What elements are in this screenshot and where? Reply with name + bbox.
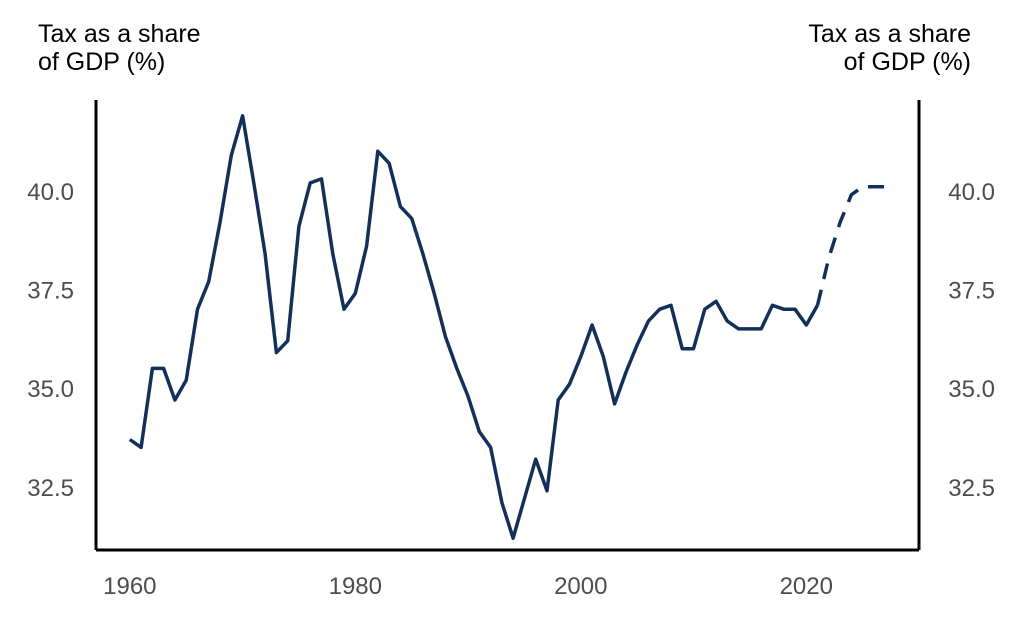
y-tick-label-left: 40.0 bbox=[27, 179, 74, 206]
y-tick-label-left: 32.5 bbox=[27, 475, 74, 502]
series-line-projection bbox=[815, 185, 886, 306]
y-tick-label-left: 35.0 bbox=[27, 376, 74, 403]
y-axis-label-left-line1: Tax as a share bbox=[38, 20, 201, 48]
x-tick-label: 2020 bbox=[780, 573, 833, 600]
y-tick-label-right: 35.0 bbox=[948, 376, 995, 403]
series-line-historical bbox=[128, 114, 820, 540]
y-axis-label-right: Tax as a share of GDP (%) bbox=[808, 20, 971, 76]
x-tick-label: 1980 bbox=[329, 573, 382, 600]
y-tick-label-right: 32.5 bbox=[948, 475, 995, 502]
y-axis-label-left-line2: of GDP (%) bbox=[38, 48, 166, 76]
y-tick-label-right: 37.5 bbox=[948, 277, 995, 304]
y-tick-label-right: 40.0 bbox=[948, 179, 995, 206]
y-axis-label-right-line1: Tax as a share bbox=[808, 20, 971, 48]
y-tick-label-left: 37.5 bbox=[27, 277, 74, 304]
x-tick-label: 1960 bbox=[103, 573, 156, 600]
y-axis-label-left: Tax as a share of GDP (%) bbox=[38, 20, 201, 76]
x-tick-label: 2000 bbox=[554, 573, 607, 600]
y-axis-label-right-line2: of GDP (%) bbox=[843, 48, 971, 76]
